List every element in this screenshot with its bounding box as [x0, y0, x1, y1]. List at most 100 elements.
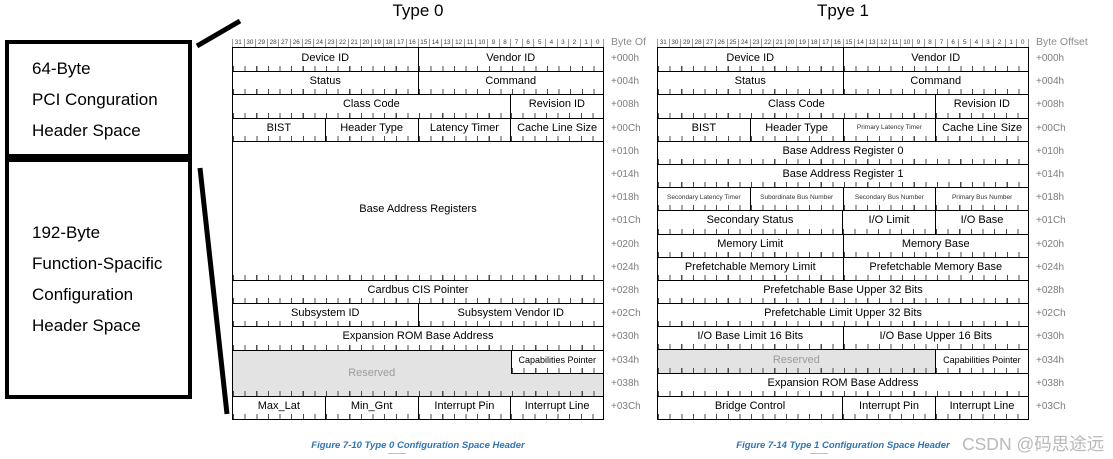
register-cell-label: Header Type: [765, 121, 829, 134]
register-cell: Vendor ID: [417, 48, 603, 72]
byte-offset-column: Byte Offset +000h +004h +008h +00Ch +010h +014…: [1036, 37, 1088, 418]
bit-ruler-label: 17: [394, 39, 406, 47]
register-cell-label: Cache Line Size: [942, 121, 1023, 134]
type0-title: Type 0: [392, 1, 444, 20]
bit-ruler-label: 12: [452, 39, 464, 47]
bit-ruler-label: 24: [313, 39, 325, 47]
register-cell-label: Capabilities Pointer: [518, 354, 597, 365]
bit-ruler-label: 11: [888, 39, 901, 47]
register-cell-label: Class Code: [767, 98, 825, 111]
register-cell: Capabilities Pointer: [934, 350, 1028, 373]
bit-ruler-label: 19: [796, 39, 808, 47]
register-cell-label: Min_Gnt: [350, 399, 393, 412]
byte-offset-label: +024h: [1036, 261, 1065, 273]
bit-ticks: [418, 414, 511, 420]
bit-ruler-label: 4: [970, 39, 982, 47]
byte-offset-label: +03Ch: [611, 400, 641, 412]
register-cell-label: Cache Line Size: [517, 121, 598, 134]
register-cell-label: I/O Base Limit 16 Bits: [697, 330, 804, 343]
byte-offset-label: +008h: [611, 99, 640, 111]
byte-offset-label: +010h: [1036, 145, 1065, 157]
byte-offset-header: Byte Offset: [1036, 36, 1088, 48]
register-cell-label: Vendor ID: [911, 51, 961, 64]
annotation-line-text: Function-Spacific: [32, 253, 163, 273]
bit-ruler-label: 22: [761, 39, 773, 47]
byte-offset-column: Byte Of +000h +004h +008h +00Ch +010h +014h +01…: [611, 37, 646, 418]
bit-ticks: [325, 414, 418, 420]
bit-ruler-label: 24: [738, 39, 750, 47]
register-cell: Base Address Register 0: [658, 142, 1028, 164]
register-row: Base Address Register 1: [658, 163, 1028, 188]
register-cell-label: Revision ID: [953, 98, 1010, 111]
register-cell: Header Type: [749, 118, 843, 141]
register-cell-label: Bridge Control: [714, 399, 786, 412]
bit-ruler-label: 10: [475, 39, 487, 47]
bit-ruler-label: 31: [657, 39, 669, 47]
byte-offset-label: +018h: [1036, 192, 1065, 204]
bit-ruler-label: 3: [556, 39, 569, 47]
byte-offset-label: +020h: [611, 238, 640, 250]
register-cell: Latency Timer: [417, 118, 511, 141]
register-cell: I/O Base: [935, 211, 1028, 234]
byte-offset-label: +02Ch: [611, 308, 641, 320]
register-cell-label: Secondary Bus Number: [854, 193, 924, 201]
register-row: Max_Lat Min_Gnt Interrupt Pin Interrupt Lin…: [233, 395, 603, 420]
register-cell-label: Header Type: [340, 121, 404, 134]
byte-offset-label: +004h: [611, 76, 640, 88]
bit-ruler-label: 17: [819, 39, 831, 47]
register-cell: Interrupt Pin: [417, 396, 511, 420]
register-cell: Prefetchable Base Upper 32 Bits: [658, 281, 1028, 304]
register-cell: Base Address Registers: [233, 142, 603, 280]
register-cell-label: BIST: [266, 121, 292, 134]
bit-ruler-label: 25: [726, 39, 739, 47]
byte-offset-label: +028h: [1036, 284, 1065, 296]
bit-ruler: 31 30 29 28 27 26 25 24 23 22 21 20 19 18 17 16 15 14 13 12…: [657, 37, 1029, 47]
register-cell: Reserved: [658, 350, 935, 373]
register-cell-label: Latency Timer: [429, 121, 499, 134]
register-cell-label: Base Address Registers: [359, 202, 477, 215]
register-row: Class Code Revision ID: [658, 94, 1028, 118]
register-cell: Bridge Control: [658, 397, 842, 419]
byte-offset-label: +030h: [611, 331, 640, 343]
register-row: Subsystem ID Subsystem Vendor ID: [233, 303, 603, 327]
bit-ruler-label: 29: [680, 39, 692, 47]
bit-ruler-label: 18: [382, 39, 395, 47]
register-row: Cardbus CIS Pointer: [233, 279, 603, 304]
register-cell: Interrupt Pin: [842, 396, 935, 419]
bit-ruler-label: 20: [784, 39, 797, 47]
byte-offset-label: +000h: [1036, 53, 1065, 65]
bit-ruler-label: 6: [521, 39, 534, 47]
register-cell-label: Prefetchable Limit Upper 32 Bits: [764, 307, 922, 320]
register-row: I/O Base Limit 16 Bits I/O Base Upper 16 …: [658, 326, 1028, 350]
annotation-box-192-byte: 192-Byte Function-Spacific Configuration…: [5, 158, 192, 399]
register-cell-label: Status: [309, 75, 341, 88]
register-cell-label: Secondary Latency Timer: [667, 193, 741, 201]
bit-ticks: [511, 367, 603, 373]
register-cell-label: Base Address Register 0: [782, 144, 904, 157]
register-cell: Capabilities Pointer: [510, 350, 603, 374]
register-row: Secondary Status I/O Limit I/O Base: [658, 210, 1028, 234]
register-cell: Cache Line Size: [510, 118, 603, 141]
bit-ruler-label: 22: [336, 39, 348, 47]
register-row: Memory Limit Memory Base: [658, 233, 1028, 257]
register-cell: Expansion ROM Base Address: [233, 327, 603, 350]
register-cell-label: Command: [910, 75, 962, 88]
register-cell-label: Prefetchable Memory Base: [869, 260, 1003, 273]
bit-ruler-label: 21: [772, 39, 785, 47]
bit-ticks: [936, 414, 1028, 419]
bit-ruler: 31 30 29 28 27 26 25 24 23 22 21 20 19 18 17 16 15 14 13 12…: [232, 37, 604, 47]
bit-ruler-label: 3: [981, 39, 994, 47]
register-cell: Device ID: [233, 48, 418, 72]
bit-ruler-label: 16: [830, 39, 843, 47]
byte-offset-header: Byte Of: [611, 36, 647, 48]
bit-ruler-label: 8: [923, 39, 936, 47]
register-row: Class Code Revision ID: [233, 94, 603, 118]
register-cell-label: Subsystem Vendor ID: [457, 307, 564, 320]
register-cell-label: Primary Latency Timer: [856, 124, 922, 132]
byte-offset-label: +028h: [611, 284, 640, 296]
bit-ruler-label: 15: [842, 39, 855, 47]
register-cell: Prefetchable Limit Upper 32 Bits: [658, 304, 1028, 327]
register-cell-label: Capabilities Pointer: [943, 354, 1021, 365]
register-cell-label: Prefetchable Base Upper 32 Bits: [763, 283, 923, 296]
